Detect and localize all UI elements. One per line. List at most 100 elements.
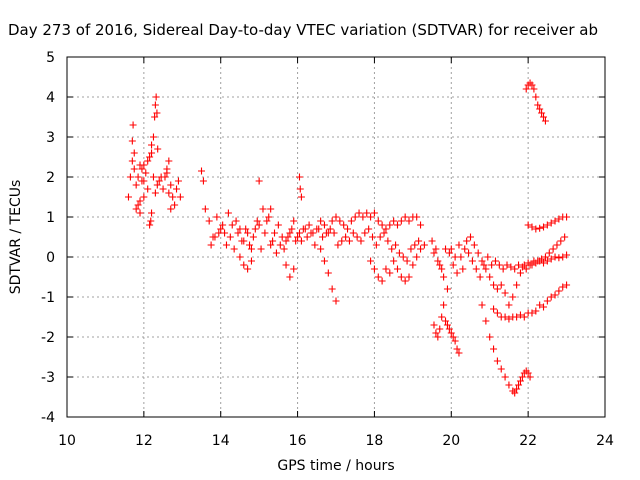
data-point bbox=[246, 241, 254, 249]
data-point bbox=[330, 229, 338, 237]
data-point bbox=[480, 261, 488, 269]
data-point bbox=[430, 249, 438, 257]
y-tick-label: 0 bbox=[46, 250, 55, 266]
data-point bbox=[244, 229, 252, 237]
x-tick-label: 20 bbox=[442, 433, 460, 449]
data-point bbox=[547, 293, 555, 301]
data-point bbox=[445, 249, 453, 257]
data-point bbox=[372, 241, 380, 249]
data-point bbox=[159, 185, 167, 193]
data-point bbox=[140, 193, 148, 201]
data-point bbox=[511, 265, 519, 273]
data-point bbox=[263, 217, 271, 225]
data-point bbox=[380, 229, 388, 237]
data-point bbox=[467, 233, 474, 241]
data-point bbox=[518, 263, 526, 271]
data-point bbox=[555, 254, 563, 262]
data-point bbox=[303, 233, 311, 241]
data-point bbox=[226, 233, 234, 241]
data-point bbox=[361, 229, 369, 237]
data-point bbox=[430, 321, 438, 329]
data-point bbox=[443, 321, 451, 329]
data-point bbox=[274, 221, 282, 229]
data-point bbox=[407, 245, 415, 253]
y-axis-label: SDTVAR / TECUs bbox=[8, 180, 24, 295]
series-dip-trails bbox=[236, 241, 428, 305]
data-point bbox=[545, 249, 553, 257]
data-point bbox=[140, 177, 148, 185]
data-point bbox=[163, 169, 171, 177]
data-point bbox=[451, 337, 459, 345]
y-tick-label: -3 bbox=[41, 370, 55, 386]
data-point bbox=[242, 225, 250, 233]
data-point bbox=[253, 217, 261, 225]
data-point bbox=[129, 121, 137, 129]
data-point bbox=[455, 349, 463, 357]
data-point bbox=[295, 173, 303, 181]
data-point bbox=[445, 325, 453, 333]
data-point bbox=[528, 81, 536, 89]
data-point bbox=[151, 101, 159, 109]
data-point bbox=[311, 241, 319, 249]
y-tick-label: 1 bbox=[46, 210, 55, 226]
data-point bbox=[353, 233, 361, 241]
data-point bbox=[555, 215, 563, 223]
data-point bbox=[228, 221, 236, 229]
data-point bbox=[536, 105, 544, 113]
data-point bbox=[165, 189, 173, 197]
data-point bbox=[411, 241, 419, 249]
data-point bbox=[528, 223, 536, 231]
data-point bbox=[417, 245, 425, 253]
data-point bbox=[538, 255, 546, 263]
data-point bbox=[363, 209, 371, 217]
data-point bbox=[417, 221, 425, 229]
data-point bbox=[376, 233, 384, 241]
data-point bbox=[482, 265, 490, 273]
data-point bbox=[222, 241, 230, 249]
y-tick-label: 4 bbox=[46, 90, 55, 106]
data-point bbox=[320, 257, 328, 265]
data-point bbox=[152, 93, 160, 101]
data-point bbox=[526, 261, 534, 269]
data-point bbox=[370, 265, 378, 273]
data-point bbox=[497, 365, 505, 373]
data-point bbox=[540, 113, 548, 121]
data-point bbox=[255, 221, 263, 229]
data-point bbox=[532, 93, 540, 101]
chart-title: Day 273 of 2016, Sidereal Day-to-day VTE… bbox=[8, 21, 598, 39]
data-point bbox=[269, 237, 277, 245]
data-point bbox=[436, 261, 444, 269]
x-tick-label: 16 bbox=[289, 433, 307, 449]
series-band-19-23h bbox=[428, 233, 571, 309]
data-point bbox=[534, 257, 542, 265]
data-point bbox=[292, 237, 300, 245]
y-tick-label: -2 bbox=[41, 330, 55, 346]
data-point bbox=[561, 233, 569, 241]
data-point bbox=[217, 225, 225, 233]
data-point bbox=[297, 193, 305, 201]
data-point bbox=[324, 269, 332, 277]
data-point bbox=[392, 241, 400, 249]
data-point bbox=[455, 241, 463, 249]
data-point bbox=[151, 113, 159, 121]
data-point bbox=[403, 257, 411, 265]
data-point bbox=[328, 217, 336, 225]
data-point bbox=[555, 287, 563, 295]
data-point bbox=[165, 157, 173, 165]
data-point bbox=[440, 273, 448, 281]
data-point bbox=[276, 241, 284, 249]
y-tick-label: 5 bbox=[46, 50, 55, 66]
data-point bbox=[447, 329, 455, 337]
data-point bbox=[513, 313, 521, 321]
series-late-upper bbox=[522, 79, 571, 233]
data-point bbox=[465, 249, 473, 257]
data-point bbox=[154, 145, 162, 153]
data-point bbox=[388, 245, 396, 253]
data-point bbox=[395, 249, 403, 257]
data-point bbox=[434, 257, 442, 265]
data-point bbox=[393, 265, 401, 273]
y-tick-label: -1 bbox=[41, 290, 55, 306]
data-point bbox=[557, 237, 565, 245]
data-point bbox=[432, 245, 440, 253]
data-point bbox=[280, 245, 288, 253]
